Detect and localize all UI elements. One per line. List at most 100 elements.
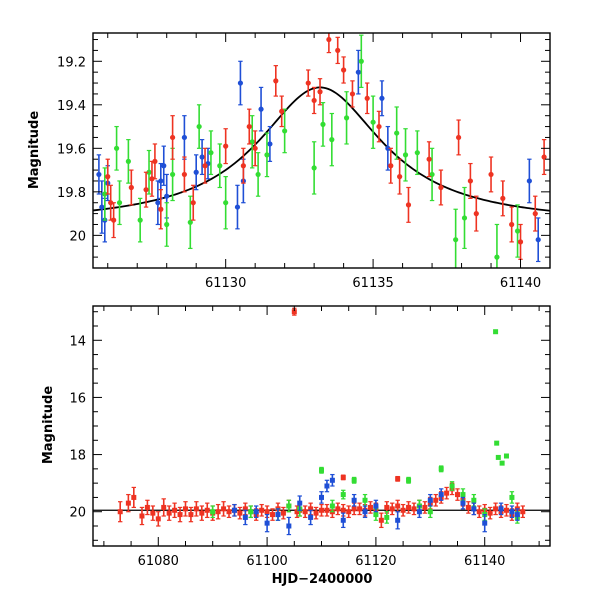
top-green-point — [414, 150, 420, 156]
top-green-point — [249, 139, 255, 145]
top-red-point — [438, 184, 444, 191]
top-red-point — [170, 134, 176, 141]
bottom-y-axis-label: Magnitude — [41, 386, 56, 465]
top-blue-point — [535, 237, 541, 243]
bottom-data-layer — [93, 307, 550, 536]
bottom-red-point — [161, 504, 167, 510]
top-red-point — [149, 176, 155, 182]
bottom-red-point — [433, 497, 439, 503]
bottom-green-point — [449, 483, 455, 489]
bottom-red-point — [155, 516, 161, 522]
bottom-y-tick-label: 16 — [69, 391, 86, 406]
top-blue-point — [355, 69, 361, 75]
bottom-red-point — [172, 507, 178, 513]
bottom-blue-point — [329, 477, 335, 483]
bottom-red-point — [221, 506, 227, 512]
top-red-point — [111, 217, 117, 223]
bottom-green-point — [384, 514, 390, 520]
bottom-blue-point — [416, 509, 422, 515]
bottom-green-point — [494, 440, 500, 446]
bottom-y-tick-label: 14 — [69, 334, 86, 349]
top-red-point — [376, 123, 382, 130]
top-red-point — [541, 154, 547, 160]
bottom-green-point — [362, 497, 368, 503]
top-data-layer — [93, 33, 550, 268]
bottom-green-point — [373, 512, 379, 518]
top-red-point — [252, 145, 258, 151]
bottom-red-point — [357, 506, 363, 512]
bottom-red-point — [117, 509, 123, 515]
bottom-y-tick-label: 20 — [69, 506, 86, 521]
top-green-point — [343, 115, 350, 121]
top-red-point — [500, 195, 506, 201]
top-red-point — [108, 200, 114, 206]
top-blue-point — [161, 163, 167, 169]
top-red-point — [532, 211, 538, 217]
bottom-green-point — [471, 497, 477, 503]
bottom-red-point — [259, 507, 265, 513]
top-y-tick-label: 19.2 — [57, 55, 86, 70]
bottom-blue-point — [319, 494, 324, 500]
bottom-red-point — [503, 507, 509, 513]
top-y-tick-label: 19.6 — [57, 142, 86, 157]
bottom-red-point — [237, 510, 243, 516]
top-green-point — [514, 228, 521, 234]
top-green-point — [311, 165, 317, 171]
bottom-red-point — [395, 503, 401, 509]
top-red-point — [181, 171, 187, 178]
bottom-green-point — [493, 329, 499, 335]
bottom-red-point — [378, 517, 384, 523]
bottom-green-point — [286, 503, 292, 509]
top-green-point — [113, 145, 120, 151]
top-blue-point — [258, 106, 264, 112]
bottom-blue-point — [275, 512, 281, 518]
top-y-tick-label: 20 — [69, 229, 86, 244]
top-x-tick-label: 61130 — [205, 276, 246, 291]
bottom-blue-point — [509, 509, 515, 515]
bottom-green-point — [509, 494, 515, 500]
bottom-red-point — [395, 476, 401, 482]
top-red-point — [364, 95, 370, 101]
top-red-point — [128, 184, 134, 191]
bottom-green-point — [319, 467, 324, 473]
top-green-point — [217, 163, 223, 169]
top-green-point — [208, 150, 214, 156]
bottom-x-tick-label: 61100 — [246, 554, 287, 569]
bottom-red-point — [346, 509, 352, 515]
top-red-point — [456, 134, 462, 141]
bottom-blue-point — [460, 500, 466, 506]
top-blue-point — [379, 95, 385, 101]
bottom-red-point — [182, 506, 188, 512]
bottom-red-point — [204, 507, 210, 513]
bottom-red-point — [444, 490, 450, 496]
bottom-blue-point — [242, 514, 248, 520]
top-green-point — [370, 119, 376, 125]
bottom-blue-point — [264, 520, 270, 526]
bottom-red-point — [493, 506, 499, 512]
bottom-blue-point — [362, 509, 368, 515]
bottom-red-point — [389, 506, 395, 512]
top-blue-point — [164, 193, 170, 199]
top-red-point — [317, 89, 323, 95]
bottom-x-tick-label: 61140 — [464, 554, 505, 569]
bottom-red-point — [215, 509, 221, 515]
top-green-point — [320, 121, 326, 127]
top-red-point — [143, 187, 149, 193]
top-axes: 61130 61135 61140 19.2 19.4 19.6 19.8 20 — [57, 32, 551, 291]
bottom-blue-point — [231, 507, 237, 513]
top-green-point — [358, 58, 364, 64]
top-green-point — [461, 215, 468, 221]
bottom-green-point — [499, 460, 505, 466]
bottom-red-point — [188, 512, 194, 518]
bottom-green-point — [340, 492, 346, 498]
bottom-red-point — [139, 513, 145, 519]
bottom-green-point — [460, 492, 466, 498]
bottom-blue-point — [514, 512, 520, 518]
top-red-point — [517, 239, 524, 245]
bottom-green-point — [210, 509, 216, 515]
top-red-point — [152, 158, 158, 164]
bottom-red-point — [400, 507, 406, 513]
top-green-point — [137, 217, 143, 223]
top-red-point — [190, 200, 196, 206]
